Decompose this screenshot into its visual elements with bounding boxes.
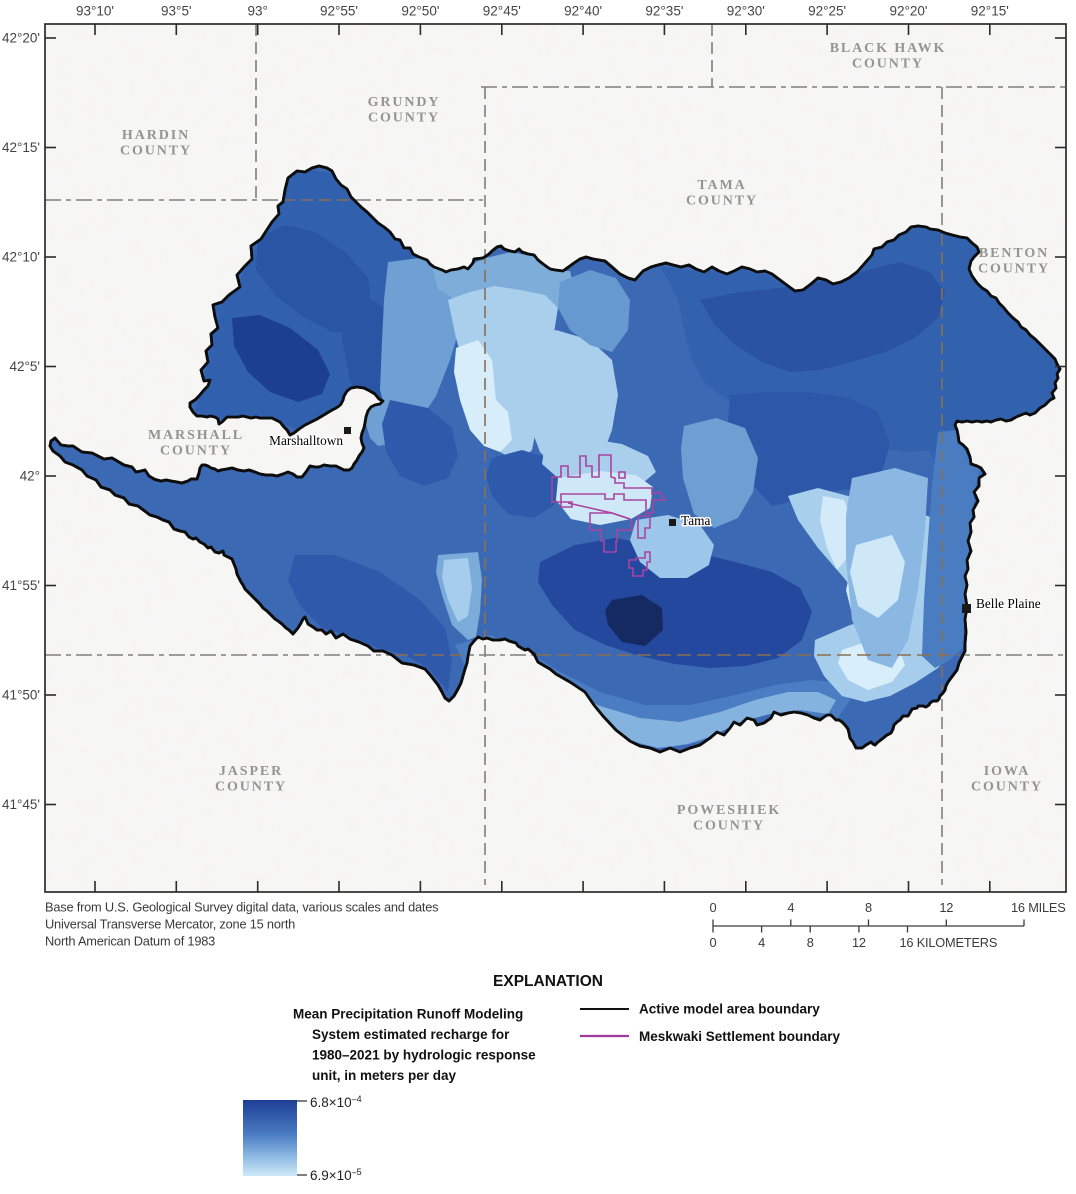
svg-text:93°5': 93°5' [161, 4, 192, 19]
svg-text:POWESHIEK: POWESHIEK [677, 803, 781, 818]
svg-text:COUNTY: COUNTY [368, 111, 440, 126]
svg-text:North American Datum of 1983: North American Datum of 1983 [45, 934, 215, 949]
svg-text:System estimated recharge for: System estimated recharge for [312, 1027, 510, 1042]
svg-text:COUNTY: COUNTY [686, 194, 758, 209]
svg-text:12: 12 [939, 900, 953, 915]
svg-text:BENTON: BENTON [979, 246, 1049, 261]
svg-text:8: 8 [865, 900, 872, 915]
svg-text:0: 0 [710, 900, 717, 915]
svg-text:COUNTY: COUNTY [120, 144, 192, 159]
svg-text:Base from U.S. Geological Surv: Base from U.S. Geological Survey digital… [45, 900, 438, 915]
svg-text:12: 12 [852, 935, 866, 950]
svg-text:4: 4 [758, 935, 765, 950]
svg-text:BLACK HAWK: BLACK HAWK [830, 41, 947, 56]
svg-text:JASPER: JASPER [219, 764, 283, 779]
svg-text:MARSHALL: MARSHALL [148, 428, 244, 443]
svg-text:92°55': 92°55' [320, 4, 358, 19]
svg-text:92°50': 92°50' [401, 4, 439, 19]
svg-text:42°: 42° [20, 469, 40, 484]
svg-text:92°35': 92°35' [645, 4, 683, 19]
svg-text:42°10': 42°10' [2, 250, 40, 265]
svg-text:92°40': 92°40' [564, 4, 602, 19]
svg-text:Meskwaki Settlement boundary: Meskwaki Settlement boundary [639, 1029, 841, 1044]
svg-text:93°: 93° [247, 4, 267, 19]
svg-text:1980–2021 by hydrologic respon: 1980–2021 by hydrologic response [312, 1048, 536, 1063]
svg-text:Active model area boundary: Active model area boundary [639, 1002, 820, 1017]
svg-text:16 MILES: 16 MILES [1011, 900, 1066, 915]
svg-text:COUNTY: COUNTY [978, 262, 1050, 277]
svg-text:92°25': 92°25' [808, 4, 846, 19]
svg-text:41°50': 41°50' [2, 688, 40, 703]
svg-text:COUNTY: COUNTY [852, 57, 924, 72]
svg-text:6.8×10–4: 6.8×10–4 [310, 1094, 362, 1110]
svg-text:92°15': 92°15' [971, 4, 1009, 19]
svg-text:Marshalltown: Marshalltown [269, 433, 343, 448]
svg-text:92°20': 92°20' [889, 4, 927, 19]
svg-text:4: 4 [787, 900, 794, 915]
svg-text:unit, in meters per day: unit, in meters per day [312, 1068, 457, 1083]
svg-text:8: 8 [807, 935, 814, 950]
svg-text:93°10': 93°10' [76, 4, 114, 19]
svg-text:42°5': 42°5' [9, 359, 40, 374]
svg-text:COUNTY: COUNTY [215, 780, 287, 795]
svg-text:41°45': 41°45' [2, 797, 40, 812]
svg-text:Tama: Tama [681, 513, 710, 528]
svg-text:COUNTY: COUNTY [693, 819, 765, 834]
svg-text:Universal Transverse Mercator,: Universal Transverse Mercator, zone 15 n… [45, 917, 295, 932]
svg-text:Belle Plaine: Belle Plaine [976, 596, 1041, 611]
svg-text:Mean Precipitation Runoff Mode: Mean Precipitation Runoff Modeling [293, 1007, 523, 1022]
svg-text:EXPLANATION: EXPLANATION [493, 973, 603, 990]
svg-text:42°15': 42°15' [2, 140, 40, 155]
svg-text:92°45': 92°45' [483, 4, 521, 19]
svg-text:0: 0 [710, 935, 717, 950]
svg-text:6.9×10–5: 6.9×10–5 [310, 1167, 362, 1183]
svg-text:COUNTY: COUNTY [160, 444, 232, 459]
svg-text:42°20': 42°20' [2, 31, 40, 46]
svg-text:TAMA: TAMA [697, 178, 746, 193]
svg-text:HARDIN: HARDIN [122, 128, 190, 143]
svg-text:COUNTY: COUNTY [971, 780, 1043, 795]
svg-text:GRUNDY: GRUNDY [368, 95, 441, 110]
svg-text:16 KILOMETERS: 16 KILOMETERS [900, 935, 998, 950]
svg-text:92°30': 92°30' [727, 4, 765, 19]
svg-text:41°55': 41°55' [2, 578, 40, 593]
svg-text:IOWA: IOWA [984, 764, 1031, 779]
